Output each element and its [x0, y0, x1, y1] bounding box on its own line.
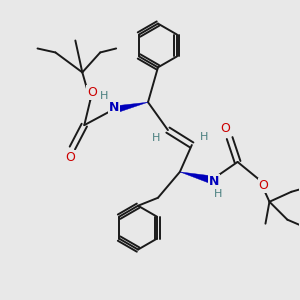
- Text: N: N: [109, 101, 119, 114]
- Text: O: O: [259, 179, 269, 192]
- Text: O: O: [87, 86, 97, 99]
- Polygon shape: [111, 102, 148, 114]
- Polygon shape: [180, 172, 213, 184]
- Text: H: H: [200, 132, 208, 142]
- Text: N: N: [208, 176, 219, 188]
- Text: H: H: [100, 91, 108, 101]
- Text: H: H: [214, 189, 222, 199]
- Text: O: O: [65, 152, 75, 164]
- Text: H: H: [152, 133, 160, 143]
- Text: O: O: [221, 122, 231, 135]
